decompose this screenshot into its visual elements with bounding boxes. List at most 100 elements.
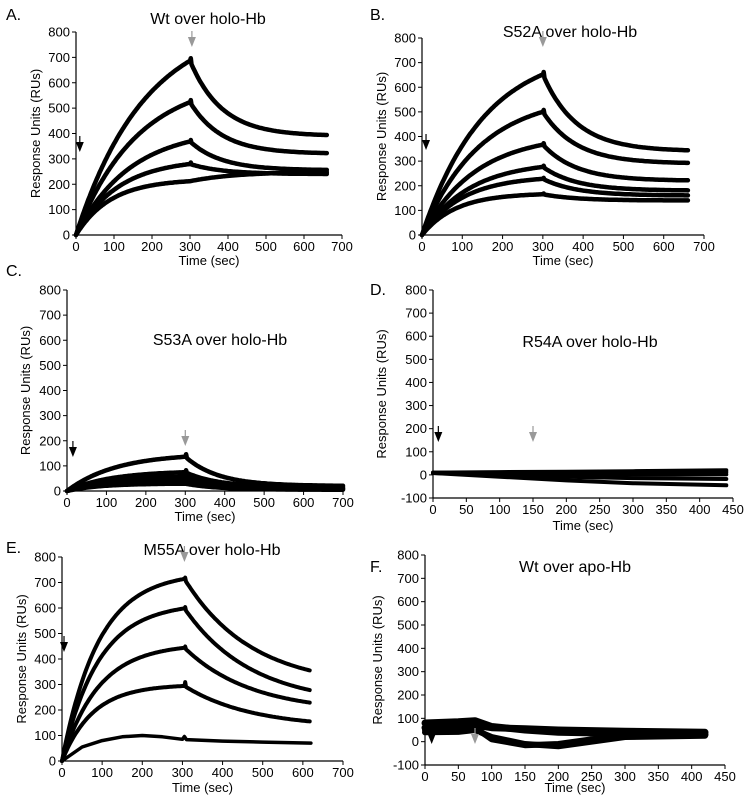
x-tick-label: 700: [332, 495, 354, 510]
x-tick-label: 250: [589, 502, 611, 517]
x-tick-label: 300: [622, 502, 644, 517]
y-tick-label: 100: [39, 458, 61, 473]
y-tick-label: 700: [405, 306, 427, 321]
x-tick-label: 700: [331, 239, 353, 254]
y-tick-label: 100: [405, 444, 427, 459]
y-tick-label: 800: [394, 31, 416, 46]
y-tick-label: 700: [39, 308, 61, 323]
series-line-5: [431, 471, 729, 488]
y-tick-label: 300: [405, 398, 427, 413]
x-tick-label: 600: [293, 239, 315, 254]
y-axis-label: Response Units (RUs): [18, 326, 33, 455]
series-line-6: [419, 191, 691, 238]
x-tick-label: 200: [135, 495, 157, 510]
y-tick-label: 700: [34, 575, 56, 590]
y-tick-label: 400: [34, 652, 56, 667]
chart-title: S53A over holo-Hb: [153, 332, 287, 349]
y-tick-label: 200: [394, 178, 416, 193]
x-tick-label: 100: [91, 765, 113, 780]
y-tick-label: 200: [39, 433, 61, 448]
x-tick-label: 400: [217, 239, 239, 254]
y-tick-label: 0: [420, 467, 427, 482]
x-tick-label: 200: [547, 769, 569, 784]
x-tick-label: 500: [253, 495, 275, 510]
y-tick-label: 700: [394, 55, 416, 70]
dissociation-arrow: [538, 37, 547, 47]
x-axis-label: Time (sec): [179, 253, 240, 268]
x-axis-label: Time (sec): [545, 780, 606, 795]
x-axis-label: Time (sec): [175, 509, 236, 524]
panel-b: B. S52A over holo-Hb 0 100 200 300 400 500 600 70…: [370, 7, 715, 268]
x-tick-label: 450: [722, 502, 744, 517]
y-tick-label: 600: [39, 333, 61, 348]
y-tick-label: 800: [405, 283, 427, 298]
panel-label: F.: [370, 559, 382, 576]
association-arrow: [422, 140, 431, 150]
y-tick-label: 500: [34, 626, 56, 641]
x-tick-label: 0: [58, 765, 65, 780]
panel-label: C.: [6, 263, 22, 280]
x-tick-label: 250: [581, 769, 603, 784]
y-tick-label: 600: [394, 80, 416, 95]
x-tick-label: 300: [614, 769, 636, 784]
chart-title: S52A over holo-Hb: [503, 24, 637, 41]
series-line-5: [73, 169, 330, 238]
association-arrow: [60, 642, 69, 652]
y-tick-label: 300: [34, 677, 56, 692]
y-tick-label: 500: [397, 618, 419, 633]
association-arrow: [434, 432, 443, 442]
y-tick-label: 300: [394, 154, 416, 169]
chart-title: Wt over holo-Hb: [150, 11, 266, 28]
y-tick-label: 500: [39, 358, 61, 373]
y-tick-label: 200: [397, 688, 419, 703]
y-tick-label: 100: [397, 711, 419, 726]
y-tick-label: 400: [39, 383, 61, 398]
x-axis-label: Time (sec): [172, 780, 233, 795]
x-tick-label: 0: [421, 769, 428, 784]
panel-label: A.: [6, 7, 21, 24]
y-tick-label: 100: [34, 728, 56, 743]
y-tick-label: 0: [63, 228, 70, 243]
association-arrow: [68, 447, 77, 457]
x-tick-label: 450: [714, 769, 736, 784]
y-tick-label: 600: [397, 594, 419, 609]
series-line-2: [419, 107, 691, 238]
series-line-5: [60, 733, 313, 763]
x-tick-label: 500: [255, 239, 277, 254]
y-tick-label: -100: [393, 758, 419, 773]
x-axis-label: Time (sec): [533, 253, 594, 268]
x-tick-label: 200: [492, 239, 514, 254]
x-tick-label: 400: [689, 502, 711, 517]
association-arrow: [427, 734, 436, 744]
panel-e: E. M55A over holo-Hb 0 100 200 300 400 500 600 70…: [6, 540, 354, 795]
x-tick-label: 300: [532, 239, 554, 254]
y-tick-label: 600: [48, 75, 70, 90]
x-tick-label: 700: [693, 239, 715, 254]
y-tick-label: 0: [409, 228, 416, 243]
y-tick-label: 700: [397, 571, 419, 586]
panel-a: A. Wt over holo-Hb 0 100 200 300 400 500 600 700 8…: [6, 7, 353, 268]
y-axis-label: Response Units (RUs): [374, 72, 389, 201]
chart-title: M55A over holo-Hb: [144, 542, 281, 559]
x-tick-label: 600: [292, 765, 314, 780]
x-tick-label: 50: [451, 769, 465, 784]
x-tick-label: 150: [514, 769, 536, 784]
y-tick-label: 500: [48, 101, 70, 116]
x-tick-label: 400: [212, 765, 234, 780]
x-tick-label: 200: [555, 502, 577, 517]
y-tick-label: 200: [48, 177, 70, 192]
x-tick-label: 400: [681, 769, 703, 784]
association-arrow: [75, 142, 84, 152]
y-tick-label: 600: [405, 329, 427, 344]
y-tick-label: 200: [34, 703, 56, 718]
y-tick-label: 400: [48, 126, 70, 141]
panel-f: F. Wt over apo-Hb-10001002003004005006007…: [370, 548, 736, 796]
series-line-3: [73, 137, 330, 238]
dissociation-arrow: [471, 734, 479, 744]
dissociation-arrow: [181, 436, 190, 446]
y-tick-label: 700: [48, 50, 70, 65]
series-line-5: [419, 175, 691, 238]
series-line-2: [60, 605, 312, 763]
x-tick-label: 500: [613, 239, 635, 254]
y-tick-label: 400: [405, 375, 427, 390]
